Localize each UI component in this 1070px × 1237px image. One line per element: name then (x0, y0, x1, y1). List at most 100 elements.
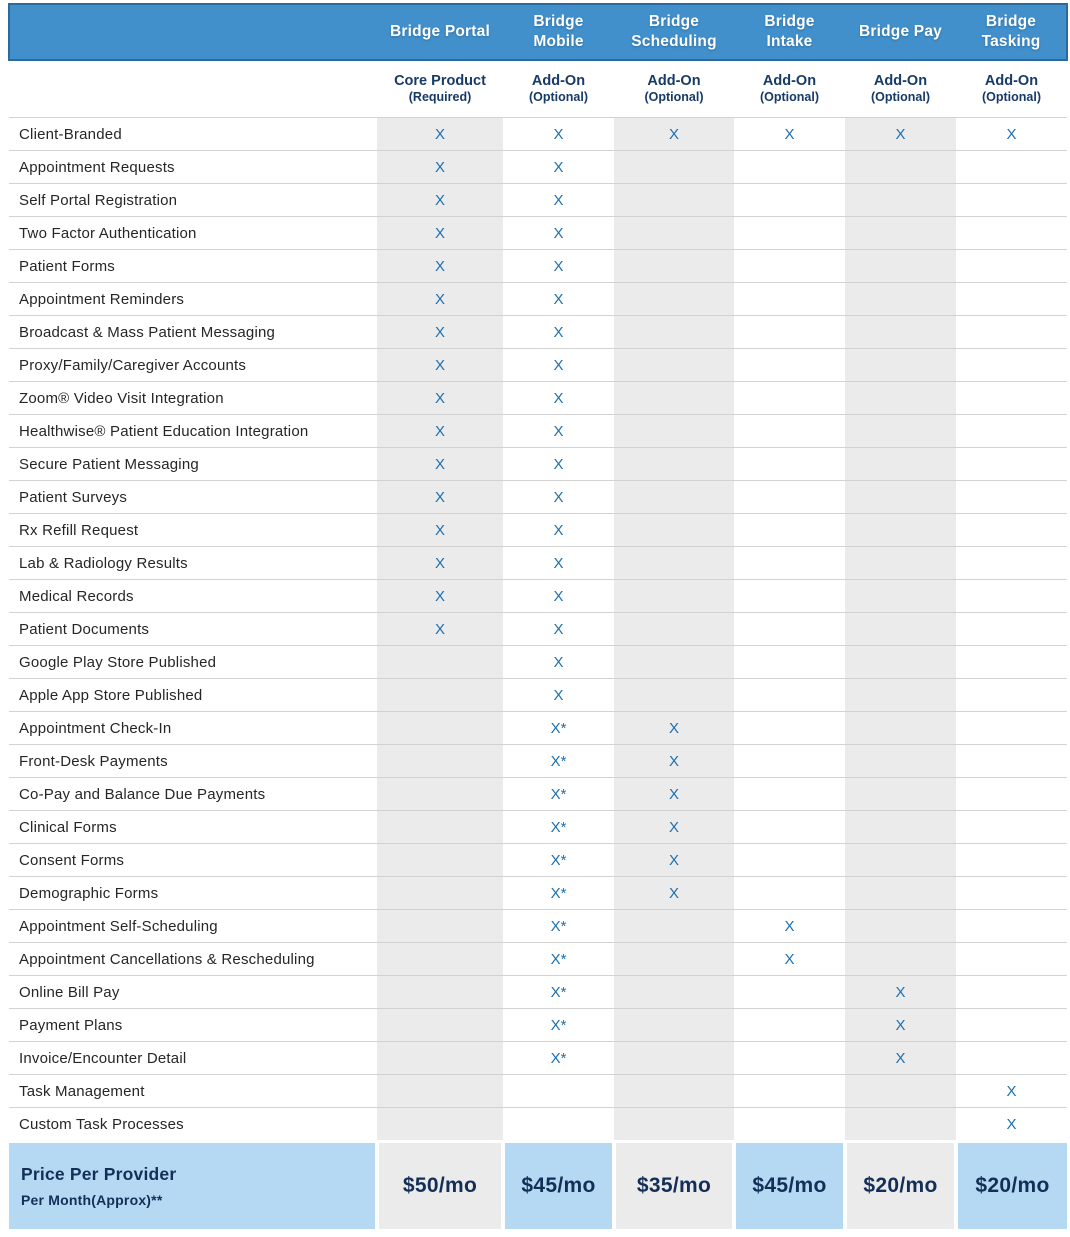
header-bridge-portal: Bridge Portal (377, 3, 503, 61)
feature-mark-empty (956, 876, 1067, 910)
feature-row: Co-Pay and Balance Due Payments X* X (9, 777, 1067, 811)
price-label-line2: Per Month(Approx)** (21, 1192, 163, 1208)
feature-mark: X (503, 117, 614, 151)
feature-mark-empty (845, 678, 956, 712)
header-bridge-pay: Bridge Pay (845, 3, 956, 61)
feature-mark-empty (614, 447, 734, 481)
feature-mark-empty (956, 975, 1067, 1009)
feature-mark-empty (734, 810, 845, 844)
type-label: Add-On (984, 72, 1039, 89)
feature-mark: X (503, 447, 614, 481)
feature-mark-empty (845, 546, 956, 580)
feature-mark: X* (503, 909, 614, 943)
type-label: Core Product (394, 72, 486, 89)
feature-mark-empty (956, 315, 1067, 349)
feature-mark-empty (734, 348, 845, 382)
feature-mark-empty (734, 414, 845, 448)
feature-mark-empty (956, 1008, 1067, 1042)
feature-mark: X (503, 579, 614, 613)
type-note: (Optional) (981, 89, 1041, 104)
feature-row: Custom Task Processes X (9, 1107, 1067, 1142)
feature-row: Appointment Self-Scheduling X* X (9, 909, 1067, 943)
feature-mark-empty (377, 1074, 503, 1108)
feature-mark-empty (377, 711, 503, 745)
type-label: Add-On (762, 72, 817, 89)
feature-mark-empty (734, 480, 845, 514)
feature-mark-empty (734, 612, 845, 646)
feature-mark: X (377, 381, 503, 415)
feature-mark-empty (845, 348, 956, 382)
feature-mark-empty (956, 546, 1067, 580)
feature-mark-empty (845, 381, 956, 415)
feature-mark: X (503, 150, 614, 184)
feature-name: Rx Refill Request (9, 513, 377, 547)
feature-mark-empty (377, 942, 503, 976)
feature-mark-empty (845, 579, 956, 613)
feature-mark-empty (377, 678, 503, 712)
feature-mark: X (614, 810, 734, 844)
feature-mark: X (377, 249, 503, 283)
feature-mark-empty (734, 513, 845, 547)
feature-name: Appointment Cancellations & Rescheduling (9, 942, 377, 976)
feature-mark: X (503, 348, 614, 382)
feature-mark: X (377, 513, 503, 547)
feature-mark: X (614, 777, 734, 811)
feature-mark-empty (734, 282, 845, 316)
product-header-row: Bridge Portal Bridge Mobile Bridge Sched… (8, 3, 1068, 61)
corner-cell (8, 3, 377, 61)
feature-mark-empty (956, 645, 1067, 679)
feature-mark-empty (734, 546, 845, 580)
feature-mark-empty (845, 909, 956, 943)
feature-mark: X (956, 1107, 1067, 1142)
type-bridge-scheduling: Add-On (Optional) (614, 60, 734, 118)
feature-mark-empty (377, 777, 503, 811)
feature-name: Payment Plans (9, 1008, 377, 1042)
feature-mark: X (503, 513, 614, 547)
feature-mark-empty (845, 513, 956, 547)
feature-row: Self Portal Registration X X (9, 183, 1067, 217)
feature-mark: X (377, 183, 503, 217)
feature-name: Patient Forms (9, 249, 377, 283)
feature-mark-empty (956, 348, 1067, 382)
feature-name: Apple App Store Published (9, 678, 377, 712)
feature-mark-empty (503, 1074, 614, 1108)
feature-mark: X (503, 678, 614, 712)
feature-mark-empty (734, 1074, 845, 1108)
feature-mark-empty (845, 612, 956, 646)
type-note: (Optional) (759, 89, 819, 104)
feature-mark: X* (503, 777, 614, 811)
feature-name: Appointment Reminders (9, 282, 377, 316)
type-empty-cell (9, 60, 377, 118)
feature-mark-empty (614, 1074, 734, 1108)
feature-mark-empty (377, 876, 503, 910)
feature-mark-empty (956, 744, 1067, 778)
feature-mark: X (503, 315, 614, 349)
feature-mark-empty (614, 612, 734, 646)
feature-row: Zoom® Video Visit Integration X X (9, 381, 1067, 415)
feature-mark-empty (734, 744, 845, 778)
feature-mark-empty (956, 810, 1067, 844)
type-bridge-tasking: Add-On (Optional) (956, 60, 1067, 118)
feature-row: Front-Desk Payments X* X (9, 744, 1067, 778)
feature-mark: X (377, 348, 503, 382)
feature-row: Task Management X (9, 1074, 1067, 1108)
feature-mark: X (377, 315, 503, 349)
feature-mark-empty (734, 579, 845, 613)
feature-mark-empty (845, 216, 956, 250)
feature-mark-empty (614, 909, 734, 943)
feature-name: Two Factor Authentication (9, 216, 377, 250)
feature-row: Patient Surveys X X (9, 480, 1067, 514)
feature-mark: X (377, 216, 503, 250)
feature-mark-empty (956, 447, 1067, 481)
feature-mark-empty (734, 843, 845, 877)
feature-mark-empty (377, 975, 503, 1009)
feature-mark: X (845, 1008, 956, 1042)
feature-mark-empty (956, 183, 1067, 217)
feature-mark-empty (614, 579, 734, 613)
feature-mark: X (377, 150, 503, 184)
feature-row: Broadcast & Mass Patient Messaging X X (9, 315, 1067, 349)
price-row: Price Per Provider Per Month(Approx)** $… (9, 1140, 1067, 1229)
type-note: (Optional) (644, 89, 704, 104)
price-label-line1: Price Per Provider (21, 1164, 177, 1184)
